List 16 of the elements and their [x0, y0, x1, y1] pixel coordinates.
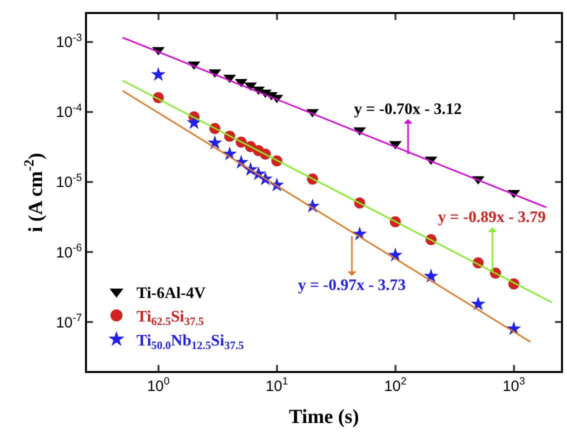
y-tick-label: 10$^{-4}$	[56, 102, 82, 122]
y-tick-label: 10$^{-3}$	[56, 32, 82, 52]
y-tick-label: 10$^{-7}$	[56, 312, 82, 332]
y-tick-label: 10$^{-5}$	[56, 172, 82, 192]
x-tick-label: 10$^{2}$	[384, 376, 407, 395]
x-axis-title: Time (s)	[288, 406, 360, 428]
x-tick-label: 10$^{0}$	[147, 376, 170, 395]
x-tick-label: 10$^{1}$	[266, 376, 288, 395]
annotation: y = -0.97x - 3.73	[298, 277, 406, 294]
legend-label: Ti$_{62.5}$Si$_{37.5}$	[136, 308, 204, 328]
legend-label: Ti-6Al-4V	[136, 284, 206, 302]
annotation: y = -0.70x - 3.12	[354, 101, 462, 118]
x-tick-label: 10$^{3}$	[502, 376, 526, 395]
legend-label: Ti$_{50.0}$Nb$_{12.5}$Si$_{37.5}$	[136, 332, 244, 352]
y-tick-label: 10$^{-6}$	[56, 242, 82, 262]
annotation: y = -0.89x - 3.79	[438, 209, 546, 226]
